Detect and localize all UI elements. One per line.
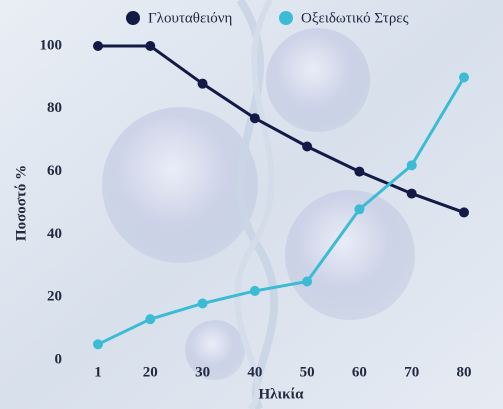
x-tick-label: 80 bbox=[457, 364, 472, 380]
legend-label: Γλουταθειόνη bbox=[148, 10, 233, 26]
x-tick-label: 1 bbox=[94, 364, 102, 380]
data-point bbox=[302, 276, 313, 287]
data-point bbox=[354, 166, 365, 177]
y-tick-label: 20 bbox=[47, 289, 62, 305]
y-axis-label: Ποσοστό % bbox=[13, 165, 29, 241]
x-tick-label: 60 bbox=[352, 364, 367, 380]
x-tick-label: 40 bbox=[247, 364, 262, 380]
data-point bbox=[459, 207, 469, 218]
data-point bbox=[93, 41, 103, 51]
data-point bbox=[197, 298, 208, 309]
series-line bbox=[97, 76, 466, 346]
data-point bbox=[145, 314, 156, 325]
data-point bbox=[93, 339, 103, 350]
data-point bbox=[145, 41, 156, 51]
legend-label: Οξειδωτικό Στρες bbox=[301, 10, 409, 26]
data-point bbox=[249, 285, 260, 296]
data-point bbox=[406, 188, 417, 199]
y-tick-label: 40 bbox=[47, 226, 62, 242]
legend-marker bbox=[126, 11, 140, 25]
data-point bbox=[197, 78, 208, 89]
data-point bbox=[406, 160, 417, 171]
y-tick-label: 80 bbox=[47, 100, 62, 116]
data-point bbox=[459, 72, 469, 83]
y-tick-label: 0 bbox=[55, 351, 63, 367]
data-point bbox=[354, 204, 365, 215]
x-tick-label: 50 bbox=[300, 364, 315, 380]
data-point bbox=[302, 141, 313, 152]
x-axis-label: Ηλικία bbox=[258, 386, 304, 402]
data-point bbox=[249, 113, 260, 124]
legend-marker bbox=[279, 11, 293, 25]
y-tick-label: 100 bbox=[40, 37, 63, 53]
x-tick-label: 30 bbox=[195, 364, 210, 380]
series-line bbox=[98, 44, 465, 214]
y-tick-label: 60 bbox=[47, 163, 62, 179]
decoration bbox=[102, 0, 415, 409]
x-tick-label: 70 bbox=[404, 364, 419, 380]
x-tick-label: 20 bbox=[143, 364, 158, 380]
